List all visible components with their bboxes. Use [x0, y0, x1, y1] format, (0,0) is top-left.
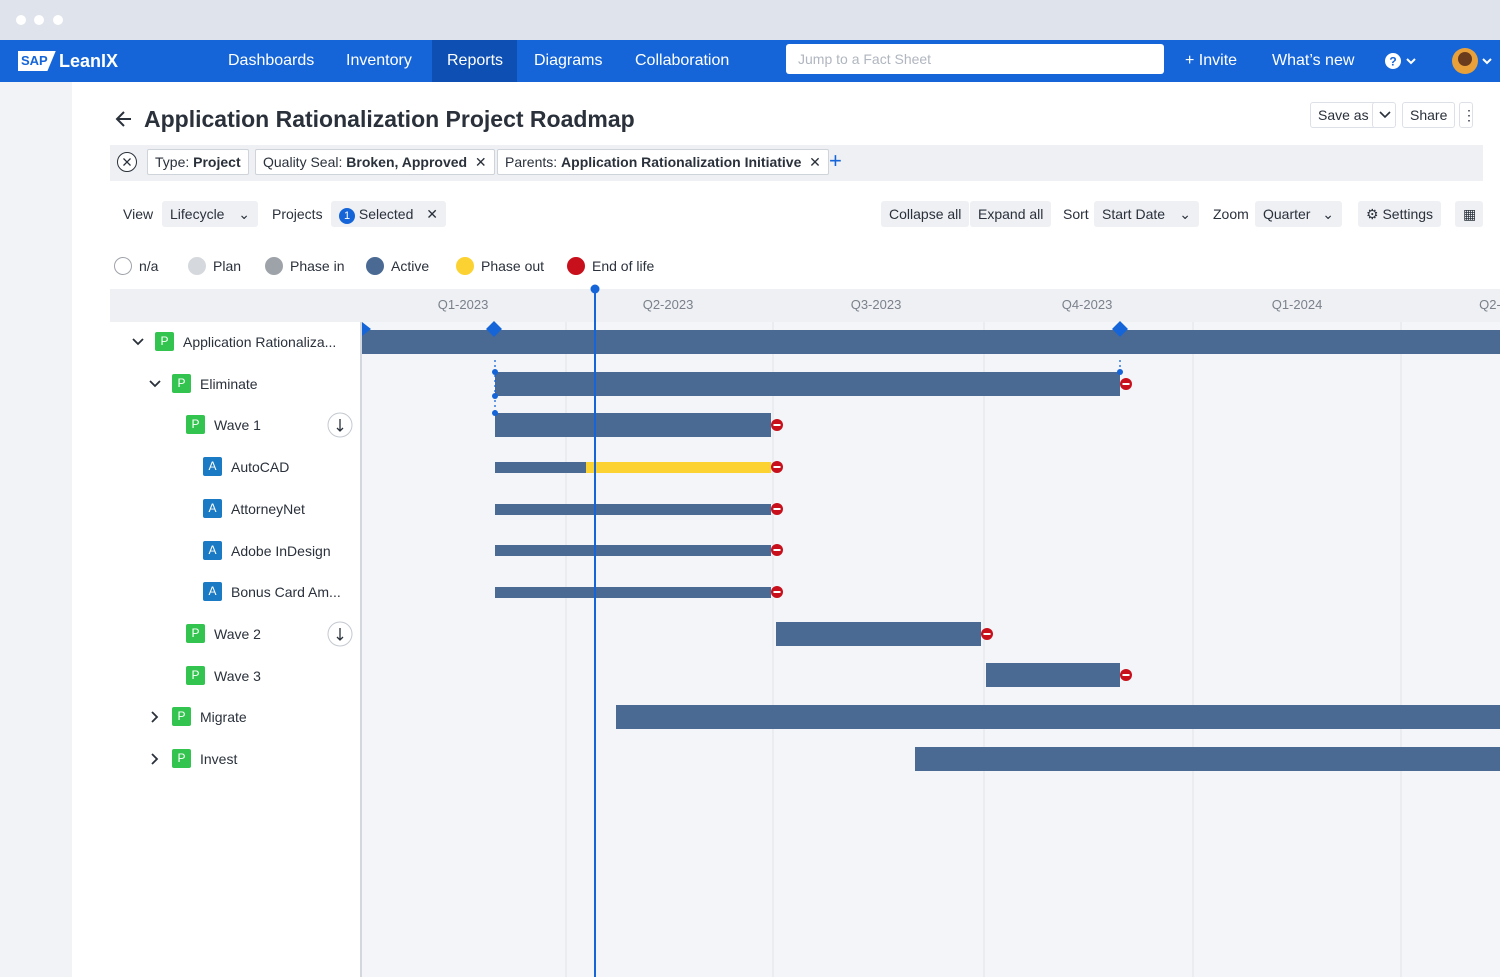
view-dropdown[interactable]: Lifecycle ⌄	[162, 201, 258, 227]
sort-label: Sort	[1063, 206, 1089, 222]
type-badge: P	[186, 623, 205, 643]
active-tab	[432, 40, 517, 82]
filter-value: Project	[193, 154, 241, 170]
nav-item[interactable]: Dashboards	[228, 52, 315, 69]
legend-swatch	[114, 257, 132, 275]
search-box[interactable]: Jump to a Fact Sheet	[786, 44, 1164, 74]
share-button[interactable]: Share	[1402, 102, 1456, 128]
type-badge: P	[172, 707, 191, 727]
filter-key: Parents:	[505, 154, 558, 170]
back-button[interactable]	[114, 108, 134, 130]
type-badge: P	[155, 332, 174, 351]
filter-chip[interactable]: Parents: Application Rationalization Ini…	[497, 149, 829, 175]
browser-bar	[0, 0, 1500, 40]
save-as-button[interactable]: Save as	[1310, 102, 1377, 128]
quarter-label: Q1-2024	[1271, 297, 1323, 312]
projects-chip[interactable]: 1 Selected ✕	[331, 201, 446, 227]
legend-label: Phase out	[481, 258, 545, 274]
clear-filters[interactable]	[116, 151, 138, 173]
quarter-label: Q2-2023	[642, 297, 694, 312]
page-title: Application Rationalization Project Road…	[144, 106, 635, 132]
table-view-button[interactable]: ▦	[1455, 201, 1483, 227]
type-badge: A	[203, 498, 222, 518]
tree-item: Wave 1	[214, 417, 261, 434]
tree-item: AutoCAD	[231, 459, 290, 476]
legend-swatch	[366, 257, 384, 275]
settings-label: Settings	[1382, 206, 1434, 222]
help-menu[interactable]: ?	[1384, 50, 1420, 72]
quarter-label: Q3-2023	[850, 297, 902, 312]
tree-item: Invest	[200, 751, 238, 767]
type-badge: P	[186, 665, 205, 685]
legend-label: End of life	[592, 258, 655, 274]
legend-label: Plan	[213, 258, 242, 274]
window-dots	[16, 15, 63, 25]
zoom-dropdown[interactable]: Quarter ⌄	[1255, 201, 1342, 227]
expand-all[interactable]: Expand all	[970, 201, 1052, 227]
filter-chip[interactable]: Quality Seal: Broken, Approved ✕	[255, 149, 495, 175]
logo[interactable]: LeanIX	[59, 51, 119, 71]
save-as-dropdown[interactable]	[1372, 102, 1396, 128]
legend-swatch	[567, 257, 585, 275]
tree-item: Application Rationaliza...	[183, 334, 337, 350]
tree-item: Migrate	[200, 709, 247, 726]
sidebar	[0, 82, 72, 977]
filter-value: Application Rationalization Initiative	[561, 154, 802, 170]
filter-value: Broken, Approved	[346, 154, 468, 170]
nav-item[interactable]: Reports	[447, 52, 504, 69]
legend-swatch	[188, 257, 206, 275]
avatar-menu[interactable]	[1450, 46, 1494, 76]
legend-label: n/a	[139, 258, 159, 274]
logo-mark: SAP	[18, 51, 56, 71]
filter-key: Type:	[155, 154, 190, 170]
type-badge: P	[186, 415, 205, 435]
tree-item: AttorneyNet	[231, 500, 305, 517]
collapse-all[interactable]: Collapse all	[881, 201, 970, 227]
legend-label: Phase in	[290, 258, 345, 274]
tree-item: Wave 3	[214, 667, 261, 684]
type-badge: P	[172, 749, 191, 768]
nav-item[interactable]: Collaboration	[635, 52, 730, 69]
invite-button[interactable]: + Invite	[1185, 52, 1238, 69]
tree-item: Eliminate	[200, 375, 258, 392]
sort-value: Start Date	[1102, 206, 1166, 222]
tree-item: Bonus Card Am...	[231, 584, 341, 601]
nav-item[interactable]: Diagrams	[534, 52, 603, 69]
type-badge: P	[172, 373, 191, 393]
nav-item[interactable]: Inventory	[346, 52, 412, 69]
quarter-label: Q4-2023	[1061, 297, 1113, 312]
zoom-label: Zoom	[1213, 206, 1249, 222]
type-badge: A	[203, 540, 222, 560]
projects-label: Projects	[272, 206, 323, 222]
view-label: View	[123, 206, 154, 222]
legend-label: Active	[391, 258, 430, 274]
selected-label: Selected	[358, 206, 414, 222]
legend-swatch	[456, 257, 474, 275]
add-filter[interactable]: +	[829, 148, 842, 173]
zoom-value: Quarter	[1263, 206, 1311, 222]
more-button[interactable]: ⋮	[1459, 102, 1476, 128]
filter-chip[interactable]: Type: Project	[147, 149, 249, 175]
settings-button[interactable]: ⚙ Settings	[1358, 201, 1442, 227]
legend-swatch	[265, 257, 283, 275]
quarter-label: Q1-2023	[437, 297, 489, 312]
svg-text:?: ?	[1389, 55, 1396, 69]
tree-item: Adobe InDesign	[231, 542, 331, 559]
quarter-label: Q2-	[1479, 297, 1500, 312]
tree-item: Wave 2	[214, 625, 261, 642]
type-badge: A	[203, 582, 222, 602]
view-value: Lifecycle	[170, 206, 225, 222]
filter-key: Quality Seal:	[263, 154, 343, 170]
type-badge: A	[203, 457, 222, 477]
whats-new[interactable]: What’s new	[1272, 52, 1355, 69]
sort-dropdown[interactable]: Start Date ⌄	[1094, 201, 1199, 227]
selected-count: 1	[339, 208, 355, 224]
top-nav	[0, 40, 1500, 82]
